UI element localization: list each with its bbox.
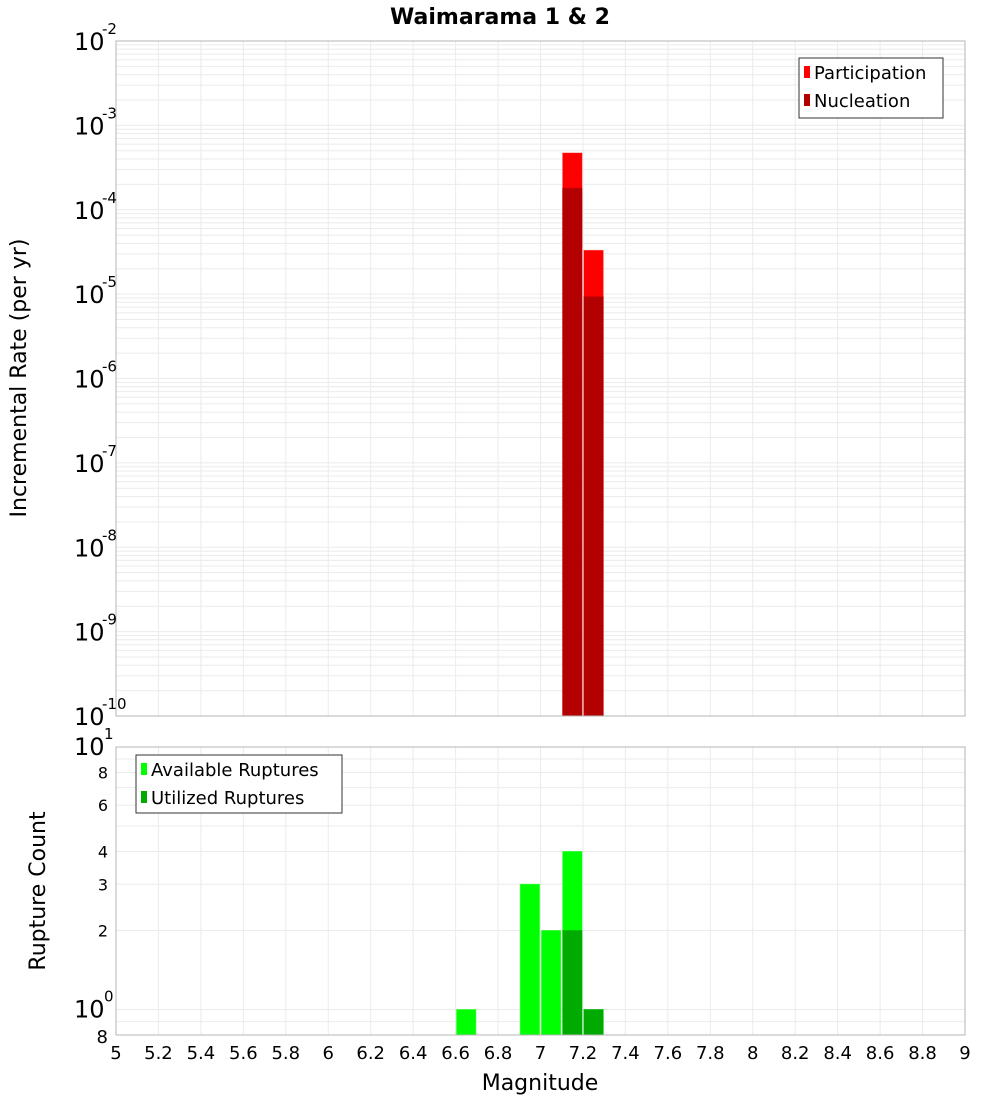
x-tick-label: 7.6 (654, 1043, 683, 1064)
y-tick-label: 10-2 (74, 20, 117, 56)
x-tick-label: 8.4 (823, 1043, 852, 1064)
svg-text:10: 10 (74, 197, 105, 225)
count-legend: Available Ruptures Utilized Ruptures (135, 754, 343, 814)
plot-frame (115, 746, 966, 1036)
x-tick-label: 6.4 (399, 1043, 428, 1064)
x-tick-label: 8.6 (866, 1043, 895, 1064)
y-axis-label-rate: Incremental Rate (per yr) (7, 239, 32, 518)
svg-text:-8: -8 (102, 526, 117, 544)
svg-text:10: 10 (74, 996, 105, 1024)
svg-text:10: 10 (74, 366, 105, 394)
legend-label: Nucleation (814, 91, 910, 112)
y-tick-minor-label: 2 (98, 922, 108, 941)
y-tick-label: 10-10 (74, 695, 127, 731)
legend-box (135, 754, 343, 814)
svg-text:-5: -5 (102, 273, 117, 291)
utilized-ruptures-bar (562, 930, 583, 1036)
y-axis-label-count: Rupture Count (26, 811, 51, 971)
x-tick-label: 6.2 (356, 1043, 385, 1064)
available-ruptures-bar (541, 930, 562, 1036)
y-tick-minor-label: 6 (98, 796, 108, 815)
svg-text:1: 1 (104, 725, 114, 743)
x-tick-label: 7 (535, 1043, 546, 1064)
x-tick-label: 5 (110, 1043, 121, 1064)
svg-text:10: 10 (74, 450, 105, 478)
x-tick-label: 6 (323, 1043, 334, 1064)
y-tick-label: 10-5 (74, 273, 117, 309)
x-axis-label: Magnitude (482, 1071, 599, 1096)
y-tick-minor-label: 4 (98, 842, 108, 861)
svg-text:-7: -7 (102, 442, 117, 460)
chart-title: Waimarama 1 & 2 (390, 5, 610, 30)
svg-text:10: 10 (74, 733, 105, 761)
x-tick-label: 9 (959, 1043, 970, 1064)
svg-text:-6: -6 (102, 358, 117, 376)
legend-label: Available Ruptures (151, 760, 319, 781)
svg-text:-3: -3 (102, 104, 117, 122)
x-tick-label: 5.4 (187, 1043, 216, 1064)
x-tick-label: 8 (747, 1043, 758, 1064)
x-tick-label: 8.8 (908, 1043, 937, 1064)
nucleation-bar (562, 187, 583, 717)
svg-text:10: 10 (74, 619, 105, 647)
y-tick-label: 10-6 (74, 358, 117, 394)
svg-text:-4: -4 (102, 189, 117, 207)
legend-swatch (804, 94, 810, 106)
legend-label: Participation (814, 63, 926, 84)
x-tick-label: 6.8 (484, 1043, 513, 1064)
y-tick-minor-label: 3 (98, 875, 108, 894)
rate-legend: Participation Nucleation (798, 57, 944, 119)
y-tick-label: 10-9 (74, 611, 117, 647)
available-ruptures-bar (456, 1009, 477, 1036)
y-tick-label: 10-3 (74, 104, 117, 140)
available-ruptures-bar (519, 883, 541, 1036)
x-tick-label: 8.2 (781, 1043, 810, 1064)
nucleation-bar (583, 296, 604, 717)
svg-text:-2: -2 (102, 20, 117, 38)
y-tick-minor-label: 8 (98, 763, 108, 782)
incremental-rate-plot: 10-210-310-410-510-610-710-810-910-10Par… (74, 20, 966, 731)
svg-text:10: 10 (74, 534, 105, 562)
svg-text:10: 10 (74, 281, 105, 309)
svg-text:10: 10 (74, 28, 105, 56)
x-tick-label: 6.6 (441, 1043, 470, 1064)
legend-swatch (141, 763, 147, 775)
y-tick-label: 10-7 (74, 442, 117, 478)
x-tick-label: 5.8 (271, 1043, 300, 1064)
legend-swatch (141, 791, 147, 803)
y-tick-minor-label: 8 (97, 1027, 108, 1048)
y-tick-label: 10-4 (74, 189, 117, 225)
utilized-ruptures-bar (583, 1009, 604, 1036)
svg-text:0: 0 (104, 988, 114, 1006)
y-tick-label: 10 0 (74, 988, 114, 1024)
y-tick-label: 10 1 (74, 725, 114, 761)
x-tick-label: 7.4 (611, 1043, 640, 1064)
x-tick-label: 5.2 (144, 1043, 173, 1064)
y-tick-label: 10-8 (74, 526, 117, 562)
svg-text:-9: -9 (102, 611, 117, 629)
x-tick-label: 7.8 (696, 1043, 725, 1064)
legend-label: Utilized Ruptures (151, 788, 304, 809)
svg-text:-10: -10 (102, 695, 127, 713)
svg-text:10: 10 (74, 112, 105, 140)
svg-text:10: 10 (74, 703, 105, 731)
legend-box (798, 57, 944, 119)
plot-frame (115, 40, 966, 717)
x-tick-label: 7.2 (569, 1043, 598, 1064)
legend-swatch (804, 66, 810, 78)
x-tick-label: 5.6 (229, 1043, 258, 1064)
